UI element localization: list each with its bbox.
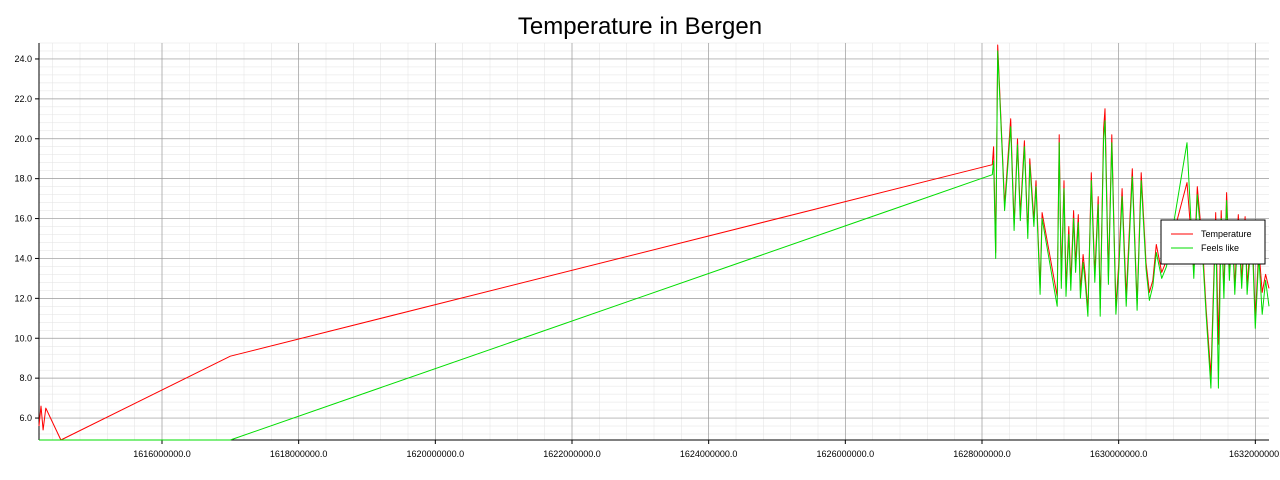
minor-grid bbox=[39, 42, 1269, 440]
legend-label-feels-like: Feels like bbox=[1201, 243, 1239, 253]
legend-label-temperature: Temperature bbox=[1201, 229, 1252, 239]
y-tick-label: 22.0 bbox=[14, 94, 32, 104]
x-tick-label: 1626000000.0 bbox=[817, 449, 875, 459]
y-tick-label: 6.0 bbox=[19, 413, 32, 423]
major-grid bbox=[39, 43, 1269, 440]
legend-box bbox=[1160, 219, 1266, 265]
y-tick-label: 24.0 bbox=[14, 54, 32, 64]
y-tick-label: 18.0 bbox=[14, 174, 32, 184]
y-tick-label: 10.0 bbox=[14, 333, 32, 343]
y-tick-label: 16.0 bbox=[14, 214, 32, 224]
y-tick-label: 14.0 bbox=[14, 253, 32, 263]
x-tick-label: 1622000000.0 bbox=[543, 449, 601, 459]
axes bbox=[38, 43, 1269, 441]
x-tick-label: 1620000000.0 bbox=[407, 449, 465, 459]
x-tick-label: 1628000000.0 bbox=[953, 449, 1011, 459]
x-tick-label: 1632000000. bbox=[1229, 449, 1280, 459]
chart-title: Temperature in Bergen bbox=[518, 13, 762, 40]
y-axis-ticks: 6.0 8.0 10.0 12.0 14.0 16.0 18.0 20.0 22.0 24.0 bbox=[14, 54, 39, 423]
x-tick-label: 1618000000.0 bbox=[270, 449, 328, 459]
legend: Temperature Feels like bbox=[1160, 219, 1266, 265]
y-tick-label: 12.0 bbox=[14, 293, 32, 303]
y-tick-label: 20.0 bbox=[14, 134, 32, 144]
x-tick-label: 1624000000.0 bbox=[680, 449, 738, 459]
series-line-feels-like bbox=[39, 50, 1270, 441]
x-tick-label: 1616000000.0 bbox=[133, 449, 191, 459]
x-axis-ticks: 1616000000.0 1618000000.0 1620000000.0 1622… bbox=[133, 440, 1280, 459]
y-tick-label: 8.0 bbox=[19, 373, 32, 383]
x-tick-label: 1630000000.0 bbox=[1090, 449, 1148, 459]
